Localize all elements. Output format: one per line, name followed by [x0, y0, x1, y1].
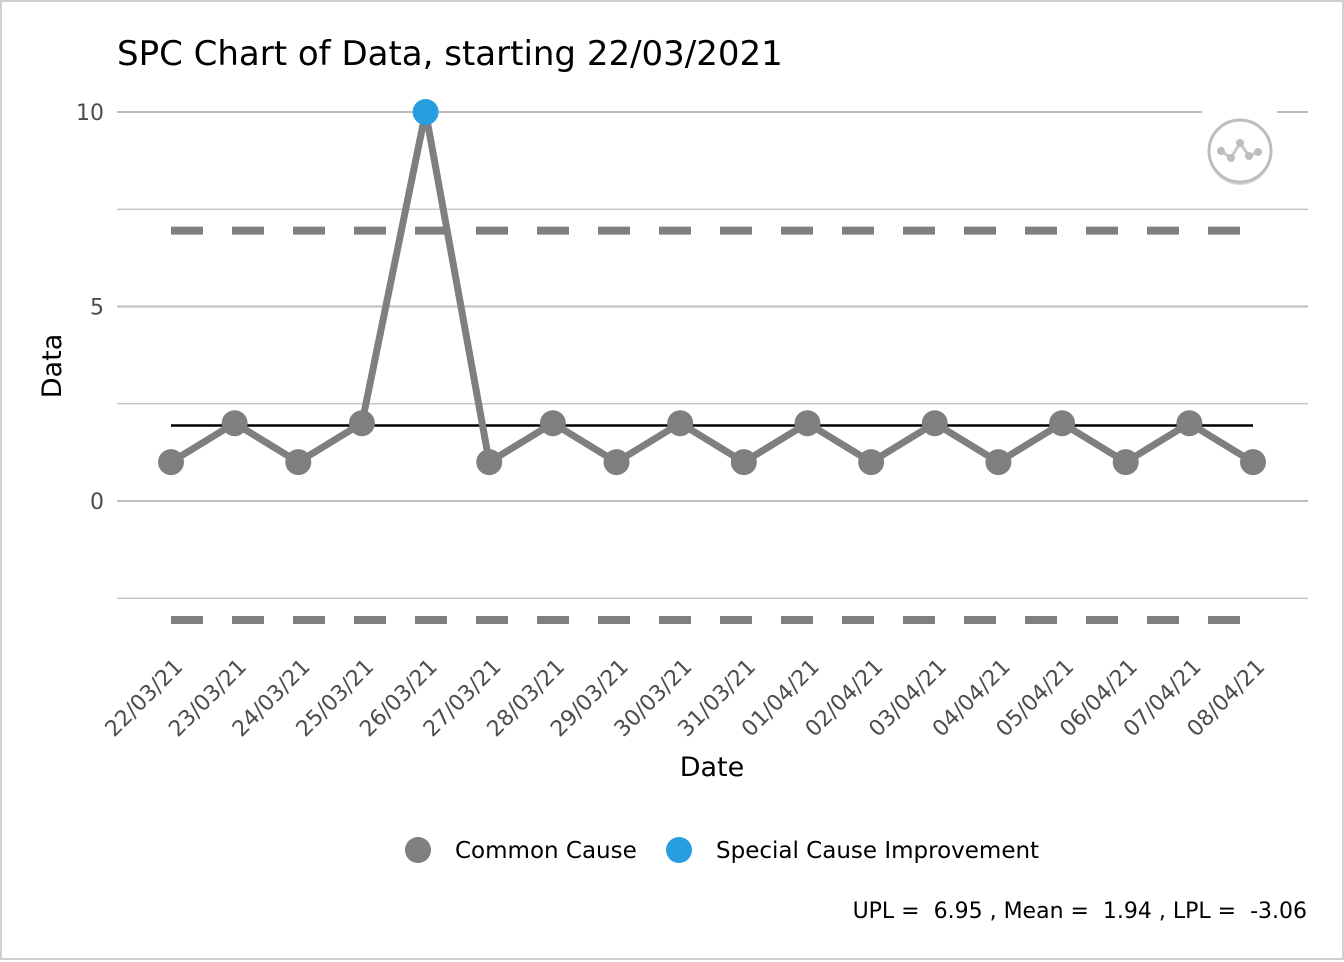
- data-point: [985, 449, 1012, 476]
- x-axis-title: Date: [680, 752, 745, 783]
- data-point: [667, 410, 694, 437]
- x-axis-ticks: 22/03/2123/03/2124/03/2125/03/2126/03/21…: [101, 655, 1271, 743]
- data-point: [1112, 449, 1139, 476]
- legend-label-special-cause-improvement: Special Cause Improvement: [716, 838, 1039, 864]
- series-line: [169, 108, 1255, 466]
- data-point: [794, 410, 821, 437]
- data-point: [1176, 410, 1203, 437]
- legend-marker-common-cause: [405, 837, 431, 863]
- y-tick-label: 10: [76, 101, 104, 126]
- data-point: [1049, 410, 1076, 437]
- data-point: [221, 410, 248, 437]
- control-limits: [171, 226, 1253, 625]
- legend-marker-special-cause-improvement: [666, 837, 692, 863]
- chart-title: SPC Chart of Data, starting 22/03/2021: [117, 34, 783, 74]
- y-axis-title: Data: [37, 334, 68, 398]
- data-point: [348, 410, 375, 437]
- data-point: [603, 449, 630, 476]
- data-point: [476, 449, 503, 476]
- y-tick-label: 5: [90, 296, 104, 321]
- data-point: [858, 449, 885, 476]
- y-tick-label: 0: [90, 490, 104, 515]
- variation-icon: [1202, 110, 1277, 185]
- data-point-special-cause: [412, 99, 439, 125]
- data-point: [158, 449, 184, 476]
- legend-label-common-cause: Common Cause: [455, 838, 637, 864]
- data-series: [158, 99, 1266, 476]
- data-point: [539, 410, 566, 437]
- data-point: [285, 449, 312, 476]
- data-point: [921, 410, 948, 437]
- legend: Common Cause Special Cause Improvement: [405, 837, 1039, 864]
- grid-lines: [117, 111, 1308, 599]
- data-point: [730, 449, 757, 476]
- y-axis-ticks: 0 5 10: [76, 101, 104, 515]
- data-point: [1240, 449, 1266, 476]
- limits-caption: UPL = 6.95 , Mean = 1.94 , LPL = -3.06: [853, 899, 1307, 924]
